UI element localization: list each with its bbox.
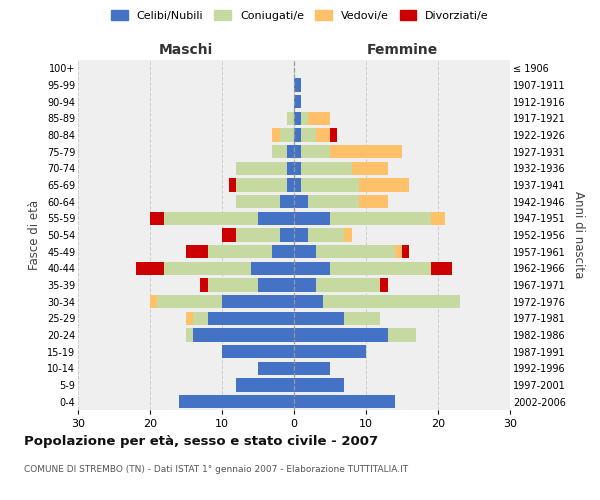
Bar: [258, 212, 294, 225]
Bar: [186, 328, 193, 342]
Bar: [287, 145, 294, 158]
Bar: [229, 178, 236, 192]
Bar: [294, 262, 330, 275]
Bar: [316, 128, 330, 141]
Bar: [272, 145, 287, 158]
Bar: [222, 295, 294, 308]
Bar: [294, 195, 308, 208]
Bar: [294, 278, 316, 291]
Bar: [280, 195, 294, 208]
Y-axis label: Anni di nascita: Anni di nascita: [572, 192, 585, 278]
Text: COMUNE DI STREMBO (TN) - Dati ISTAT 1° gennaio 2007 - Elaborazione TUTTITALIA.IT: COMUNE DI STREMBO (TN) - Dati ISTAT 1° g…: [24, 465, 408, 474]
Bar: [294, 78, 301, 92]
Bar: [272, 128, 280, 141]
Bar: [431, 262, 452, 275]
Bar: [323, 295, 460, 308]
Text: Popolazione per età, sesso e stato civile - 2007: Popolazione per età, sesso e stato civil…: [24, 435, 378, 448]
Bar: [294, 145, 301, 158]
Bar: [308, 228, 344, 241]
Bar: [294, 228, 308, 241]
Bar: [294, 362, 330, 375]
Bar: [287, 162, 294, 175]
Y-axis label: Fasce di età: Fasce di età: [28, 200, 41, 270]
Bar: [330, 212, 431, 225]
Bar: [186, 245, 208, 258]
Bar: [301, 162, 352, 175]
Bar: [294, 128, 301, 141]
Bar: [294, 328, 388, 342]
Bar: [301, 112, 308, 125]
Bar: [352, 162, 388, 175]
Bar: [344, 228, 352, 241]
Bar: [136, 262, 164, 275]
Bar: [157, 295, 222, 308]
Bar: [164, 262, 251, 275]
Bar: [316, 245, 395, 258]
Bar: [330, 145, 402, 158]
Bar: [193, 312, 208, 325]
Bar: [301, 178, 359, 192]
Bar: [388, 328, 416, 342]
Bar: [431, 212, 445, 225]
Bar: [251, 262, 294, 275]
Bar: [402, 245, 409, 258]
Bar: [150, 212, 164, 225]
Legend: Celibi/Nubili, Coniugati/e, Vedovi/e, Divorziati/e: Celibi/Nubili, Coniugati/e, Vedovi/e, Di…: [107, 6, 493, 25]
Bar: [258, 278, 294, 291]
Bar: [236, 162, 287, 175]
Bar: [186, 312, 193, 325]
Bar: [164, 212, 258, 225]
Bar: [208, 278, 258, 291]
Bar: [294, 295, 323, 308]
Bar: [236, 195, 280, 208]
Text: Femmine: Femmine: [367, 42, 437, 56]
Bar: [280, 228, 294, 241]
Bar: [380, 278, 388, 291]
Bar: [294, 112, 301, 125]
Bar: [294, 245, 316, 258]
Bar: [258, 362, 294, 375]
Bar: [395, 245, 402, 258]
Bar: [308, 112, 330, 125]
Bar: [287, 112, 294, 125]
Bar: [222, 228, 236, 241]
Bar: [150, 295, 157, 308]
Bar: [294, 312, 344, 325]
Bar: [294, 95, 301, 108]
Bar: [359, 178, 409, 192]
Bar: [236, 228, 280, 241]
Text: Maschi: Maschi: [159, 42, 213, 56]
Bar: [344, 312, 380, 325]
Bar: [208, 245, 272, 258]
Bar: [330, 128, 337, 141]
Bar: [272, 245, 294, 258]
Bar: [301, 145, 330, 158]
Bar: [294, 162, 301, 175]
Bar: [222, 345, 294, 358]
Bar: [301, 128, 316, 141]
Bar: [294, 178, 301, 192]
Bar: [294, 395, 395, 408]
Bar: [280, 128, 294, 141]
Bar: [200, 278, 208, 291]
Bar: [236, 178, 287, 192]
Bar: [236, 378, 294, 392]
Bar: [330, 262, 431, 275]
Bar: [294, 212, 330, 225]
Bar: [193, 328, 294, 342]
Bar: [208, 312, 294, 325]
Bar: [179, 395, 294, 408]
Bar: [316, 278, 380, 291]
Bar: [294, 345, 366, 358]
Bar: [359, 195, 388, 208]
Bar: [308, 195, 359, 208]
Bar: [287, 178, 294, 192]
Bar: [294, 378, 344, 392]
